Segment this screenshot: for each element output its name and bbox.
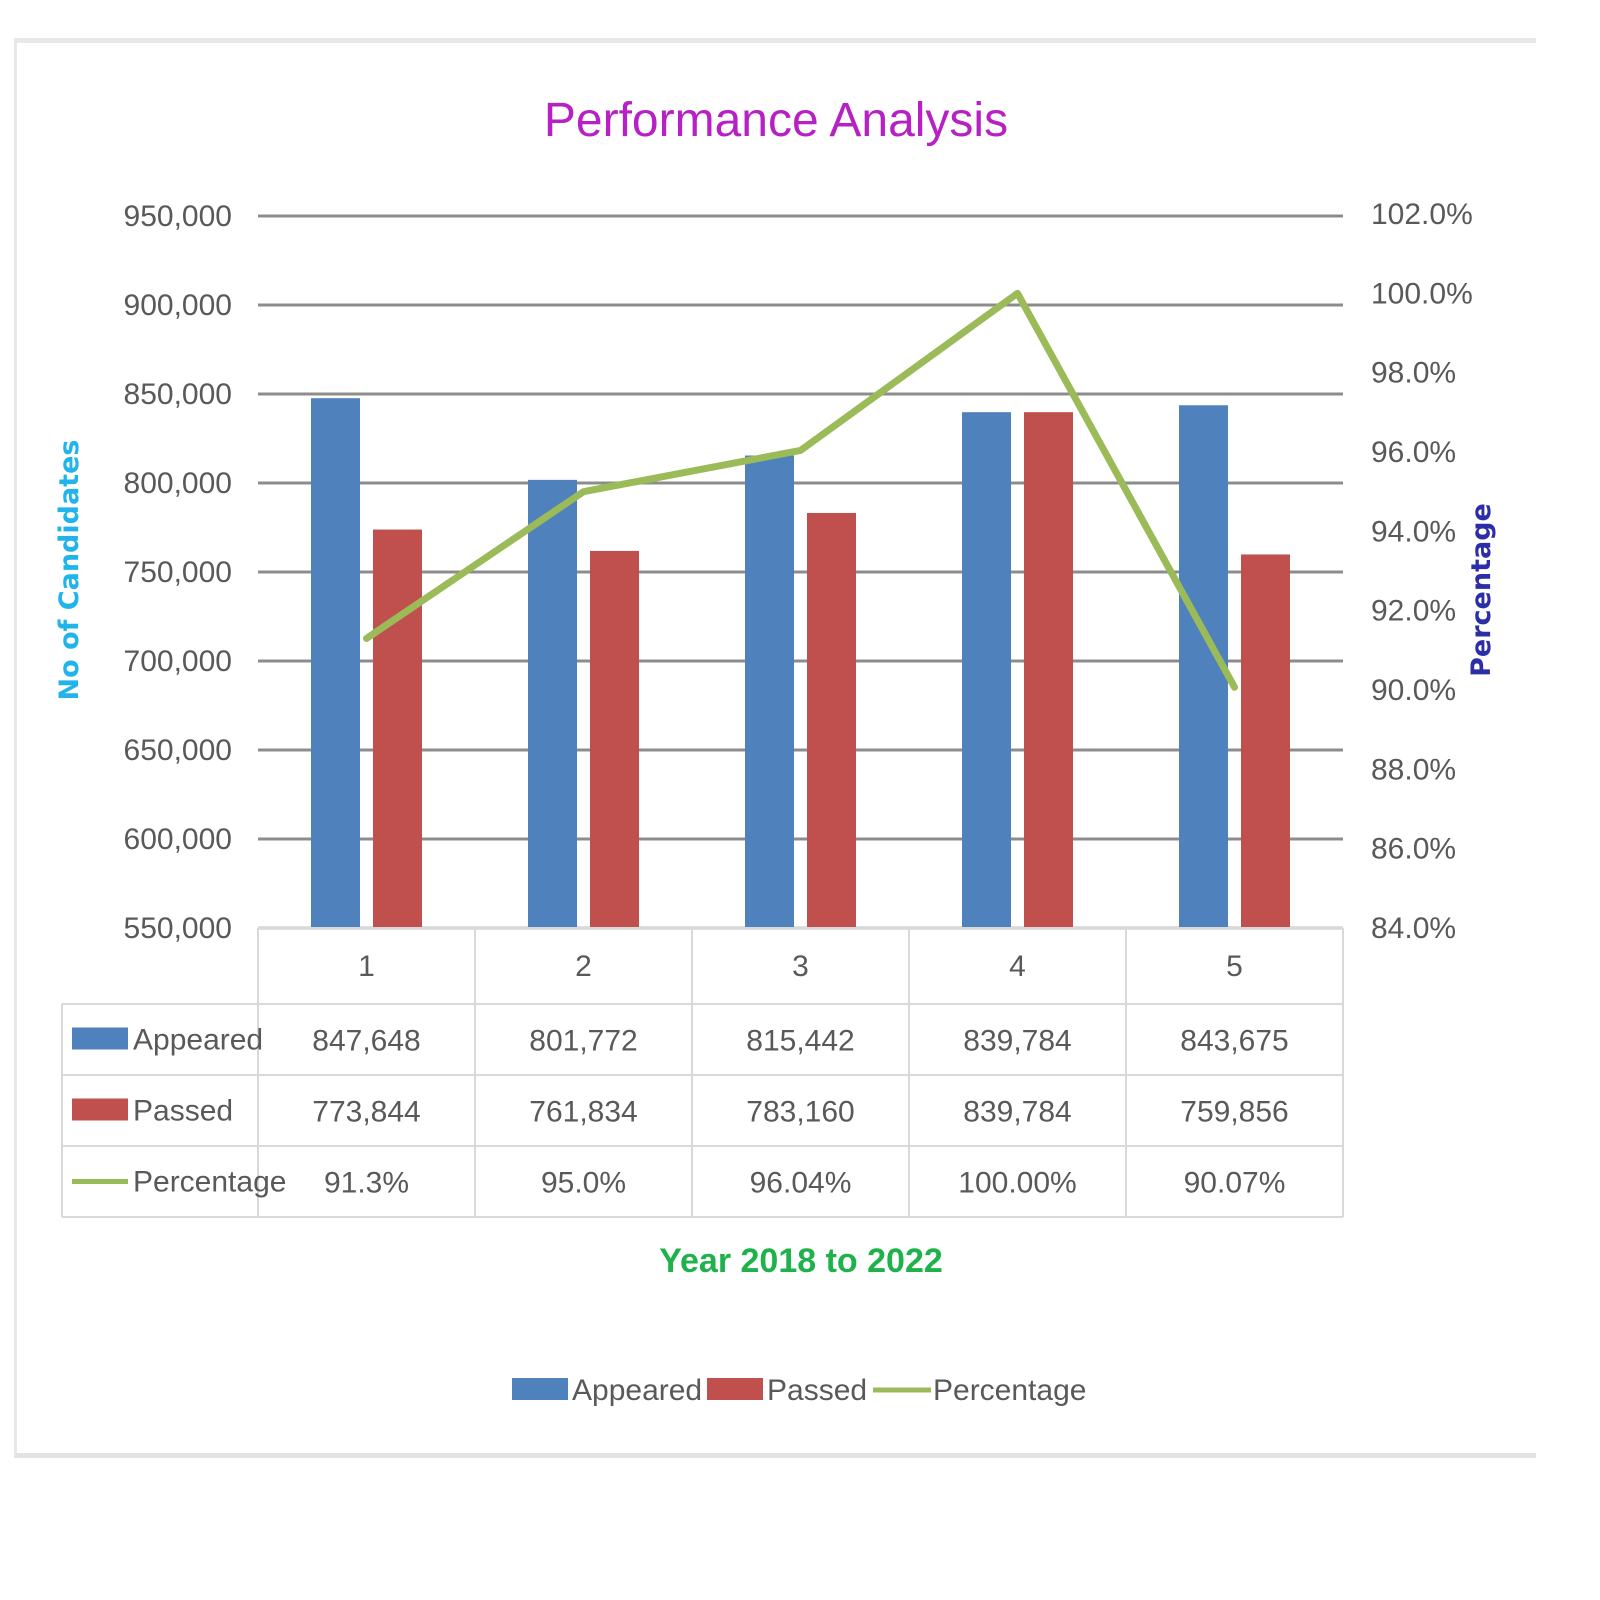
y2-tick-label: 94.0% bbox=[1371, 515, 1456, 548]
y2-tick-label: 96.0% bbox=[1371, 436, 1456, 469]
x-axis-label: Year 2018 to 2022 bbox=[659, 1242, 943, 1280]
y-axis-ticks: 550,000 600,000 650,000 700,000 750,000 800,0… bbox=[124, 200, 232, 945]
table-cell: 847,648 bbox=[312, 1025, 420, 1058]
bar-passed bbox=[807, 512, 856, 928]
bar-passed bbox=[590, 550, 639, 928]
table-cell: 95.0% bbox=[541, 1167, 626, 1200]
y2-axis-ticks: 84.0% 86.0% 88.0% 90.0% 92.0% 94.0% 96.0% 98.0%… bbox=[1371, 198, 1473, 945]
bar-appeared bbox=[528, 479, 577, 928]
percentage-line-series bbox=[363, 289, 1238, 691]
y-tick-label: 950,000 bbox=[124, 200, 232, 233]
bar-appeared bbox=[962, 412, 1011, 929]
category-label: 3 bbox=[792, 950, 809, 983]
y2-tick-label: 92.0% bbox=[1371, 595, 1456, 628]
legend-label-percentage: Percentage bbox=[933, 1374, 1086, 1407]
category-label: 1 bbox=[358, 950, 375, 983]
bar-appeared bbox=[311, 398, 360, 929]
y-axis-label: No of Candidates bbox=[54, 440, 85, 701]
bar-appeared bbox=[745, 455, 794, 928]
table-cell: 100.00% bbox=[958, 1167, 1076, 1200]
table-row-label: Passed bbox=[133, 1095, 233, 1128]
y2-tick-label: 86.0% bbox=[1371, 833, 1456, 866]
table-cell: 839,784 bbox=[963, 1025, 1071, 1058]
table-legend-swatch bbox=[72, 1098, 128, 1121]
y2-tick-label: 102.0% bbox=[1371, 198, 1473, 231]
table-cell: 90.07% bbox=[1184, 1167, 1286, 1200]
y-tick-label: 850,000 bbox=[124, 378, 232, 411]
table-cell: 783,160 bbox=[746, 1096, 854, 1129]
legend-label-appeared: Appeared bbox=[572, 1374, 702, 1407]
line-percentage bbox=[363, 289, 1238, 691]
legend: Appeared Passed Percentage bbox=[512, 1374, 1086, 1407]
table-cell: 91.3% bbox=[324, 1167, 409, 1200]
table-cell: 761,834 bbox=[529, 1096, 637, 1129]
table-cell: 96.04% bbox=[750, 1167, 852, 1200]
y-tick-label: 650,000 bbox=[124, 734, 232, 767]
category-label: 4 bbox=[1009, 950, 1026, 983]
bar-passed bbox=[1024, 412, 1073, 929]
y-tick-label: 700,000 bbox=[124, 645, 232, 678]
y-tick-label: 900,000 bbox=[124, 289, 232, 322]
table-cell: 815,442 bbox=[746, 1025, 854, 1058]
table-cell: 839,784 bbox=[963, 1096, 1071, 1129]
bar-passed bbox=[373, 529, 422, 928]
legend-swatch-passed bbox=[707, 1378, 763, 1400]
category-label: 5 bbox=[1226, 950, 1243, 983]
y2-axis-label: Percentage bbox=[1466, 503, 1497, 677]
table-cell: 759,856 bbox=[1180, 1096, 1288, 1129]
y2-tick-label: 90.0% bbox=[1371, 674, 1456, 707]
y2-tick-label: 88.0% bbox=[1371, 753, 1456, 786]
legend-label-passed: Passed bbox=[767, 1374, 867, 1407]
bar-series bbox=[311, 398, 1290, 929]
data-table: 1 2 3 4 5 Appeared 847,648 801,772 815,442 839,78… bbox=[61, 927, 1344, 1218]
bar-passed bbox=[1241, 554, 1290, 928]
y-tick-label: 750,000 bbox=[124, 556, 232, 589]
legend-swatch-appeared bbox=[512, 1378, 568, 1400]
chart-title: Performance Analysis bbox=[544, 94, 1008, 147]
table-legend-swatch bbox=[72, 1027, 128, 1050]
y-tick-label: 800,000 bbox=[124, 467, 232, 500]
table-cell: 773,844 bbox=[312, 1096, 420, 1129]
table-cell: 801,772 bbox=[529, 1025, 637, 1058]
y2-tick-label: 98.0% bbox=[1371, 357, 1456, 390]
y-tick-label: 550,000 bbox=[124, 912, 232, 945]
table-cell: 843,675 bbox=[1180, 1025, 1288, 1058]
y2-tick-label: 84.0% bbox=[1371, 912, 1456, 945]
y2-tick-label: 100.0% bbox=[1371, 277, 1473, 310]
y-tick-label: 600,000 bbox=[124, 823, 232, 856]
table-row-label: Appeared bbox=[133, 1024, 263, 1057]
category-label: 2 bbox=[575, 950, 592, 983]
table-row-label: Percentage bbox=[133, 1166, 286, 1199]
